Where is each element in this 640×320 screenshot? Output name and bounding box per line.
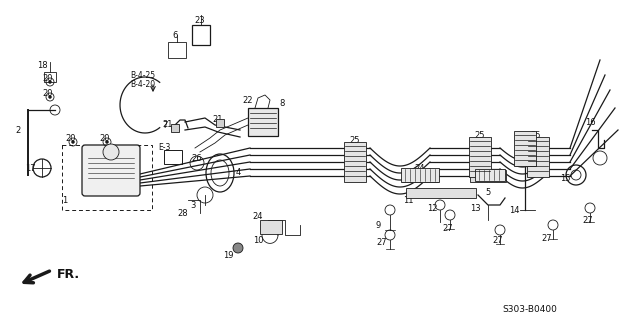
Bar: [171, 124, 179, 132]
Bar: [248, 108, 278, 136]
Text: 3: 3: [190, 201, 196, 210]
Text: 25: 25: [349, 135, 360, 145]
Circle shape: [103, 144, 119, 160]
Text: 1: 1: [62, 196, 68, 204]
Text: 14: 14: [509, 205, 519, 214]
Text: 5: 5: [485, 188, 491, 196]
Bar: [216, 119, 224, 127]
Bar: [164, 150, 182, 164]
Circle shape: [106, 140, 109, 143]
Circle shape: [72, 140, 74, 143]
Text: 22: 22: [243, 95, 253, 105]
Text: 17: 17: [25, 164, 35, 172]
Bar: [62, 145, 152, 210]
Text: 16: 16: [585, 117, 595, 126]
Text: 23: 23: [195, 15, 205, 25]
Text: 27: 27: [493, 236, 503, 244]
Bar: [527, 137, 549, 177]
Text: 24: 24: [253, 212, 263, 220]
Bar: [514, 131, 536, 166]
Text: 27: 27: [582, 215, 593, 225]
Text: S303-B0400: S303-B0400: [502, 306, 557, 315]
Text: 12: 12: [427, 204, 437, 212]
Text: 7: 7: [163, 121, 168, 130]
Bar: [469, 137, 491, 177]
Text: 10: 10: [253, 236, 263, 244]
Text: 2: 2: [15, 125, 20, 134]
Text: 24: 24: [415, 164, 425, 172]
Text: 20: 20: [66, 133, 76, 142]
Bar: [406, 188, 476, 198]
Text: B-4-20: B-4-20: [130, 79, 155, 89]
Text: 27: 27: [377, 237, 387, 246]
Text: 20: 20: [100, 133, 110, 142]
Text: 25: 25: [475, 131, 485, 140]
Text: 27: 27: [443, 223, 453, 233]
FancyBboxPatch shape: [82, 145, 140, 196]
Text: FR.: FR.: [56, 268, 79, 281]
Text: 15: 15: [560, 173, 570, 182]
Bar: [402, 170, 438, 182]
Text: 26: 26: [192, 154, 202, 163]
Text: 6: 6: [172, 30, 178, 39]
Bar: [475, 169, 505, 181]
Text: 18: 18: [36, 60, 47, 69]
Text: 20: 20: [43, 74, 53, 83]
Bar: [44, 72, 56, 82]
Circle shape: [233, 243, 243, 253]
Bar: [168, 42, 186, 58]
Text: 4: 4: [236, 167, 241, 177]
Bar: [344, 142, 366, 182]
Text: 8: 8: [279, 99, 285, 108]
Bar: [470, 170, 506, 182]
Circle shape: [49, 81, 51, 84]
Bar: [401, 168, 439, 182]
Text: B-4-25: B-4-25: [130, 70, 155, 79]
Text: 11: 11: [403, 196, 413, 204]
Text: 21: 21: [163, 119, 173, 129]
Text: 28: 28: [178, 209, 188, 218]
Text: 21: 21: [212, 115, 223, 124]
Text: 13: 13: [470, 204, 480, 212]
Text: 19: 19: [223, 251, 233, 260]
Text: 25: 25: [531, 131, 541, 140]
Bar: [260, 220, 282, 234]
Text: 9: 9: [376, 220, 381, 229]
Bar: [192, 25, 210, 45]
Text: 20: 20: [43, 89, 53, 98]
Circle shape: [49, 95, 51, 99]
Text: 27: 27: [541, 234, 552, 243]
Text: E-3: E-3: [158, 142, 170, 151]
